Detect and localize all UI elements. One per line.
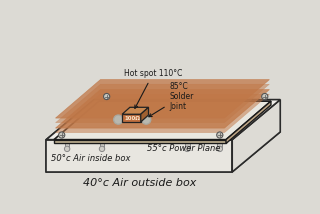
Polygon shape [141, 107, 148, 122]
Text: Hot spot 110°C: Hot spot 110°C [124, 69, 182, 108]
Polygon shape [122, 114, 141, 122]
Polygon shape [65, 140, 69, 149]
Text: 40°c Air outside box: 40°c Air outside box [83, 178, 196, 188]
Polygon shape [122, 107, 148, 114]
Circle shape [141, 115, 151, 124]
Circle shape [59, 132, 65, 138]
Circle shape [64, 146, 70, 152]
Circle shape [99, 146, 105, 152]
Polygon shape [55, 80, 269, 118]
Circle shape [217, 132, 223, 138]
Polygon shape [46, 100, 94, 172]
Circle shape [104, 94, 110, 100]
Circle shape [217, 146, 222, 152]
Polygon shape [100, 140, 104, 149]
Polygon shape [46, 132, 280, 172]
Text: 55°c Power Plane: 55°c Power Plane [147, 144, 220, 153]
Polygon shape [46, 100, 280, 140]
Text: 100Ω: 100Ω [124, 116, 140, 121]
Polygon shape [55, 94, 269, 133]
Polygon shape [54, 140, 226, 144]
Polygon shape [185, 140, 189, 149]
Circle shape [114, 115, 123, 124]
Polygon shape [232, 100, 280, 172]
Circle shape [262, 94, 268, 100]
Text: 85°C
Solder
Joint: 85°C Solder Joint [149, 82, 194, 117]
Polygon shape [55, 90, 269, 128]
Polygon shape [226, 101, 271, 144]
Polygon shape [55, 84, 269, 123]
Text: 50°c Air inside box: 50°c Air inside box [51, 154, 130, 163]
Circle shape [185, 146, 190, 152]
Polygon shape [54, 101, 271, 140]
Polygon shape [46, 140, 232, 172]
Polygon shape [218, 140, 222, 149]
